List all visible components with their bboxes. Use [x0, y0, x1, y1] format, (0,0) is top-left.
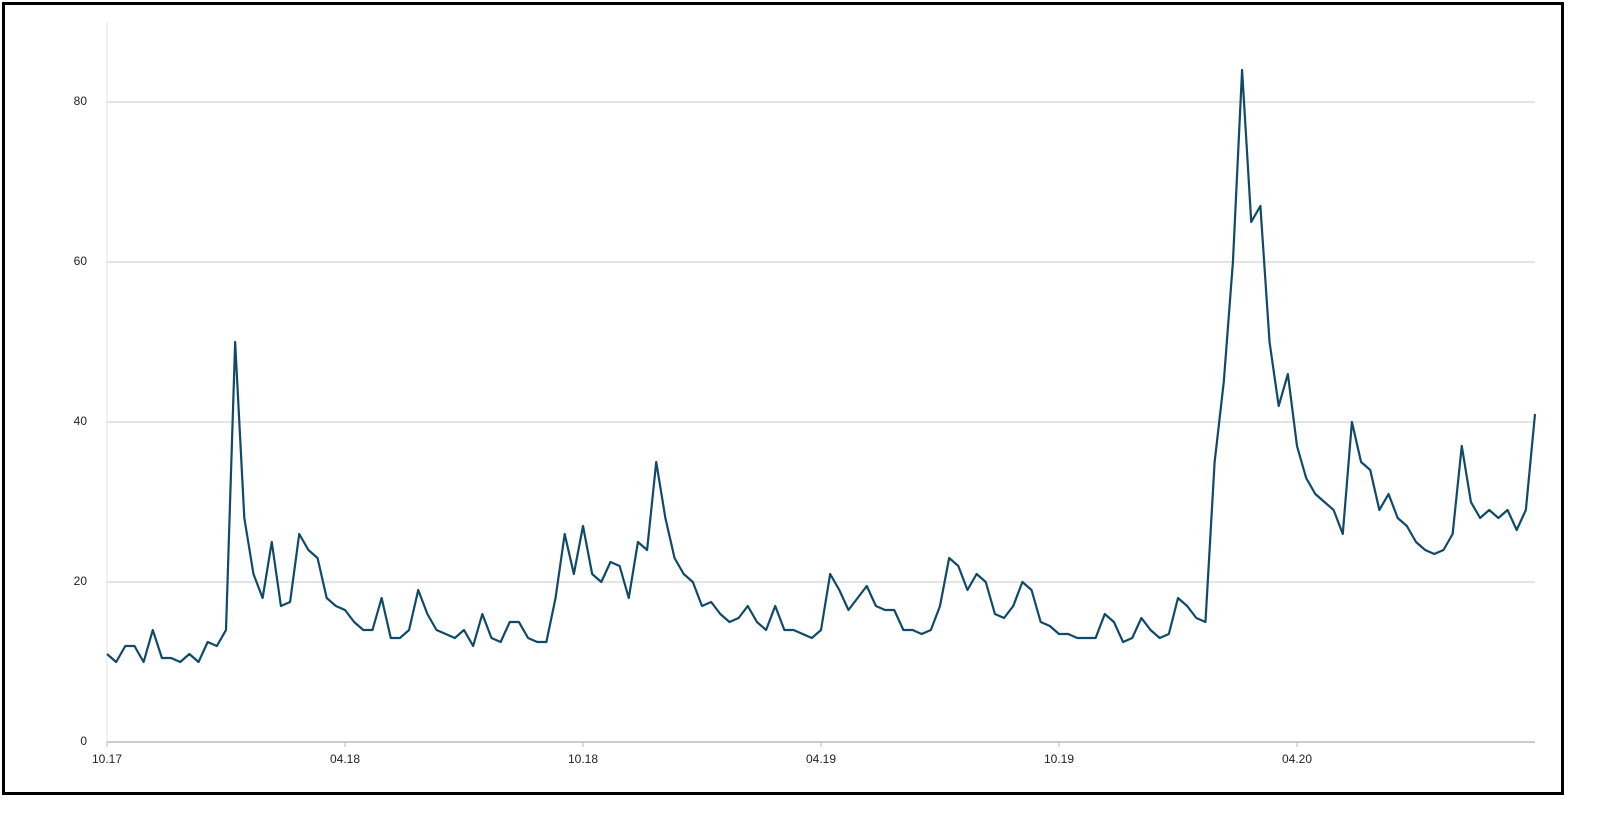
- y-tick-label: 60: [74, 254, 88, 268]
- x-tick-label: 10.17: [92, 752, 122, 766]
- x-tick-label: 10.19: [1044, 752, 1074, 766]
- y-tick-label: 20: [74, 574, 88, 588]
- x-tick-label: 04.19: [806, 752, 836, 766]
- line-series: [106, 68, 1537, 664]
- x-tick-label: 04.18: [330, 752, 360, 766]
- frame: [2, 2, 1564, 795]
- y-tick-label: 0: [80, 734, 87, 748]
- y-tick-label: 80: [74, 94, 88, 108]
- y-tick-label: 40: [74, 414, 88, 428]
- x-tick-label: 04.20: [1282, 752, 1312, 766]
- x-tick-label: 10.18: [568, 752, 598, 766]
